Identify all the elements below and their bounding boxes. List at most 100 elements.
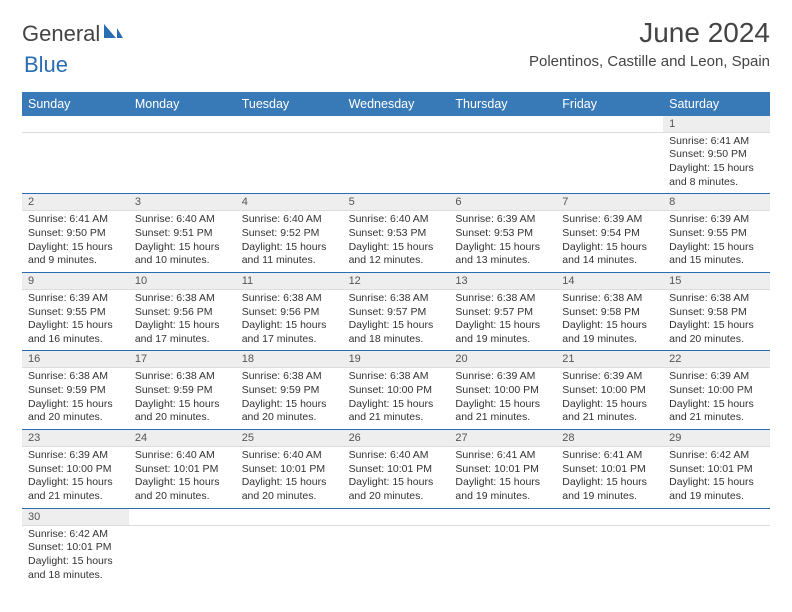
week-row: Sunrise: 6:41 AMSunset: 9:50 PMDaylight:… — [22, 133, 770, 195]
day-daylight2: and 19 minutes. — [562, 333, 657, 347]
day-sunrise: Sunrise: 6:38 AM — [135, 370, 230, 384]
day-daylight1: Daylight: 15 hours — [562, 476, 657, 490]
day-daylight1: Daylight: 15 hours — [242, 398, 337, 412]
day-sunset: Sunset: 10:01 PM — [349, 463, 444, 477]
day-daylight1: Daylight: 15 hours — [135, 241, 230, 255]
day-daylight1: Daylight: 15 hours — [349, 398, 444, 412]
day-sunset: Sunset: 9:50 PM — [28, 227, 123, 241]
page: General June 2024 Polentinos, Castille a… — [0, 0, 792, 604]
day-sunrise: Sunrise: 6:41 AM — [562, 449, 657, 463]
day-sunrise: Sunrise: 6:38 AM — [669, 292, 764, 306]
day-daylight1: Daylight: 15 hours — [669, 241, 764, 255]
daynum-row: 1 — [22, 116, 770, 133]
daynum: 1 — [663, 116, 770, 132]
daynum: 20 — [449, 351, 556, 367]
day-cell: Sunrise: 6:39 AMSunset: 10:00 PMDaylight… — [22, 447, 129, 508]
daynum: 15 — [663, 273, 770, 289]
day-daylight1: Daylight: 15 hours — [349, 319, 444, 333]
week-row: Sunrise: 6:39 AMSunset: 9:55 PMDaylight:… — [22, 290, 770, 352]
day-cell — [449, 133, 556, 194]
day-cell — [236, 526, 343, 587]
day-sunrise: Sunrise: 6:38 AM — [455, 292, 550, 306]
day-daylight1: Daylight: 15 hours — [669, 476, 764, 490]
day-daylight1: Daylight: 15 hours — [242, 319, 337, 333]
daynum: 2 — [22, 194, 129, 210]
day-cell: Sunrise: 6:39 AMSunset: 10:00 PMDaylight… — [663, 368, 770, 429]
day-daylight1: Daylight: 15 hours — [455, 241, 550, 255]
daynum — [663, 509, 770, 525]
day-sunset: Sunset: 9:50 PM — [669, 148, 764, 162]
week-row: Sunrise: 6:41 AMSunset: 9:50 PMDaylight:… — [22, 211, 770, 273]
day-cell — [343, 133, 450, 194]
day-header-cell: Friday — [556, 92, 663, 116]
daynum: 30 — [22, 509, 129, 525]
day-sunset: Sunset: 9:56 PM — [135, 306, 230, 320]
day-sunset: Sunset: 9:56 PM — [242, 306, 337, 320]
calendar: SundayMondayTuesdayWednesdayThursdayFrid… — [22, 92, 770, 586]
day-daylight1: Daylight: 15 hours — [349, 476, 444, 490]
logo-text-blue: Blue — [24, 52, 68, 77]
day-daylight2: and 15 minutes. — [669, 254, 764, 268]
day-cell: Sunrise: 6:38 AMSunset: 10:00 PMDaylight… — [343, 368, 450, 429]
daynum — [236, 116, 343, 132]
day-daylight2: and 17 minutes. — [242, 333, 337, 347]
day-daylight1: Daylight: 15 hours — [242, 476, 337, 490]
day-sunrise: Sunrise: 6:42 AM — [669, 449, 764, 463]
day-daylight1: Daylight: 15 hours — [562, 241, 657, 255]
day-sunrise: Sunrise: 6:40 AM — [349, 449, 444, 463]
daynum: 5 — [343, 194, 450, 210]
day-sunrise: Sunrise: 6:40 AM — [242, 449, 337, 463]
daynum: 7 — [556, 194, 663, 210]
daynum — [556, 116, 663, 132]
day-daylight1: Daylight: 15 hours — [562, 398, 657, 412]
day-header-cell: Monday — [129, 92, 236, 116]
day-sunset: Sunset: 9:57 PM — [349, 306, 444, 320]
day-cell: Sunrise: 6:40 AMSunset: 9:51 PMDaylight:… — [129, 211, 236, 272]
daynum — [343, 116, 450, 132]
day-sunset: Sunset: 9:55 PM — [669, 227, 764, 241]
day-sunrise: Sunrise: 6:38 AM — [242, 292, 337, 306]
day-sunset: Sunset: 10:00 PM — [349, 384, 444, 398]
daynum — [343, 509, 450, 525]
day-daylight2: and 20 minutes. — [135, 411, 230, 425]
day-daylight2: and 19 minutes. — [669, 490, 764, 504]
day-header-cell: Sunday — [22, 92, 129, 116]
day-sunset: Sunset: 10:00 PM — [562, 384, 657, 398]
day-sunset: Sunset: 9:59 PM — [242, 384, 337, 398]
day-sunrise: Sunrise: 6:39 AM — [562, 213, 657, 227]
day-cell: Sunrise: 6:40 AMSunset: 9:52 PMDaylight:… — [236, 211, 343, 272]
daynum: 28 — [556, 430, 663, 446]
day-cell: Sunrise: 6:40 AMSunset: 9:53 PMDaylight:… — [343, 211, 450, 272]
day-sunset: Sunset: 10:01 PM — [455, 463, 550, 477]
day-cell: Sunrise: 6:38 AMSunset: 9:58 PMDaylight:… — [663, 290, 770, 351]
day-daylight1: Daylight: 15 hours — [669, 319, 764, 333]
daynum — [129, 116, 236, 132]
day-daylight1: Daylight: 15 hours — [135, 476, 230, 490]
day-daylight2: and 18 minutes. — [28, 569, 123, 583]
day-daylight1: Daylight: 15 hours — [455, 398, 550, 412]
day-sunset: Sunset: 9:59 PM — [135, 384, 230, 398]
day-daylight2: and 10 minutes. — [135, 254, 230, 268]
day-sunrise: Sunrise: 6:39 AM — [28, 449, 123, 463]
day-daylight1: Daylight: 15 hours — [28, 476, 123, 490]
daynum — [449, 116, 556, 132]
day-sunset: Sunset: 10:01 PM — [135, 463, 230, 477]
day-sunrise: Sunrise: 6:42 AM — [28, 528, 123, 542]
day-cell: Sunrise: 6:38 AMSunset: 9:58 PMDaylight:… — [556, 290, 663, 351]
day-daylight2: and 17 minutes. — [135, 333, 230, 347]
day-daylight2: and 21 minutes. — [669, 411, 764, 425]
day-daylight2: and 9 minutes. — [28, 254, 123, 268]
day-cell — [556, 526, 663, 587]
daynum — [22, 116, 129, 132]
day-sunrise: Sunrise: 6:39 AM — [28, 292, 123, 306]
daynum: 12 — [343, 273, 450, 289]
day-sunset: Sunset: 10:00 PM — [669, 384, 764, 398]
daynum: 9 — [22, 273, 129, 289]
week-row: Sunrise: 6:42 AMSunset: 10:01 PMDaylight… — [22, 526, 770, 587]
day-daylight2: and 20 minutes. — [349, 490, 444, 504]
day-daylight2: and 13 minutes. — [455, 254, 550, 268]
day-daylight2: and 21 minutes. — [562, 411, 657, 425]
day-cell — [449, 526, 556, 587]
daynum: 14 — [556, 273, 663, 289]
day-sunrise: Sunrise: 6:39 AM — [562, 370, 657, 384]
